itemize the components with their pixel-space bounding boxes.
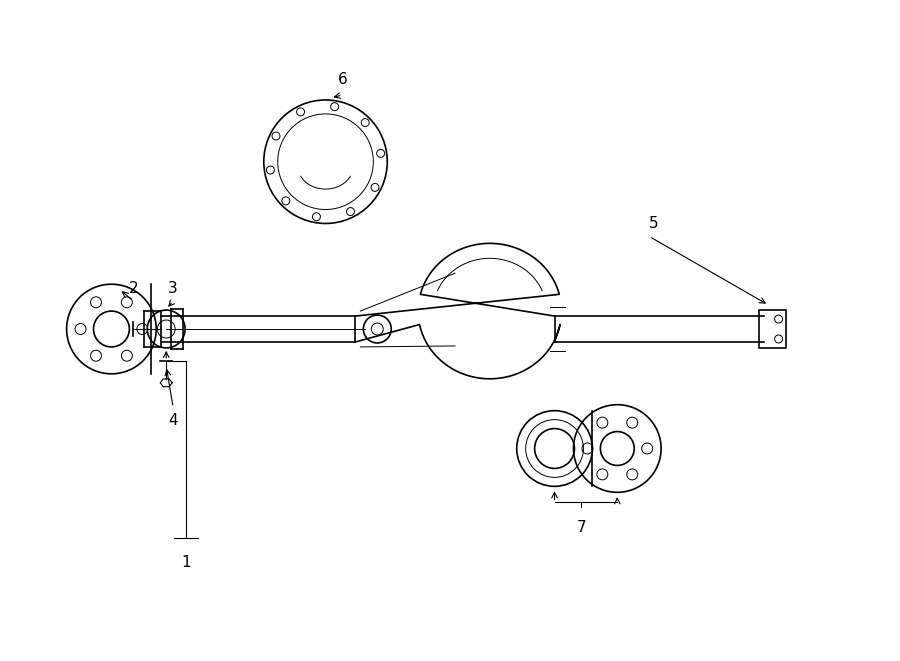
Text: 4: 4 bbox=[168, 412, 178, 428]
Text: 2: 2 bbox=[129, 281, 138, 296]
Text: 1: 1 bbox=[181, 555, 191, 570]
Bar bbox=[759, 310, 786, 348]
Text: 7: 7 bbox=[577, 520, 586, 535]
Text: 5: 5 bbox=[649, 216, 659, 231]
Text: 3: 3 bbox=[168, 281, 178, 296]
Text: 6: 6 bbox=[338, 72, 347, 87]
